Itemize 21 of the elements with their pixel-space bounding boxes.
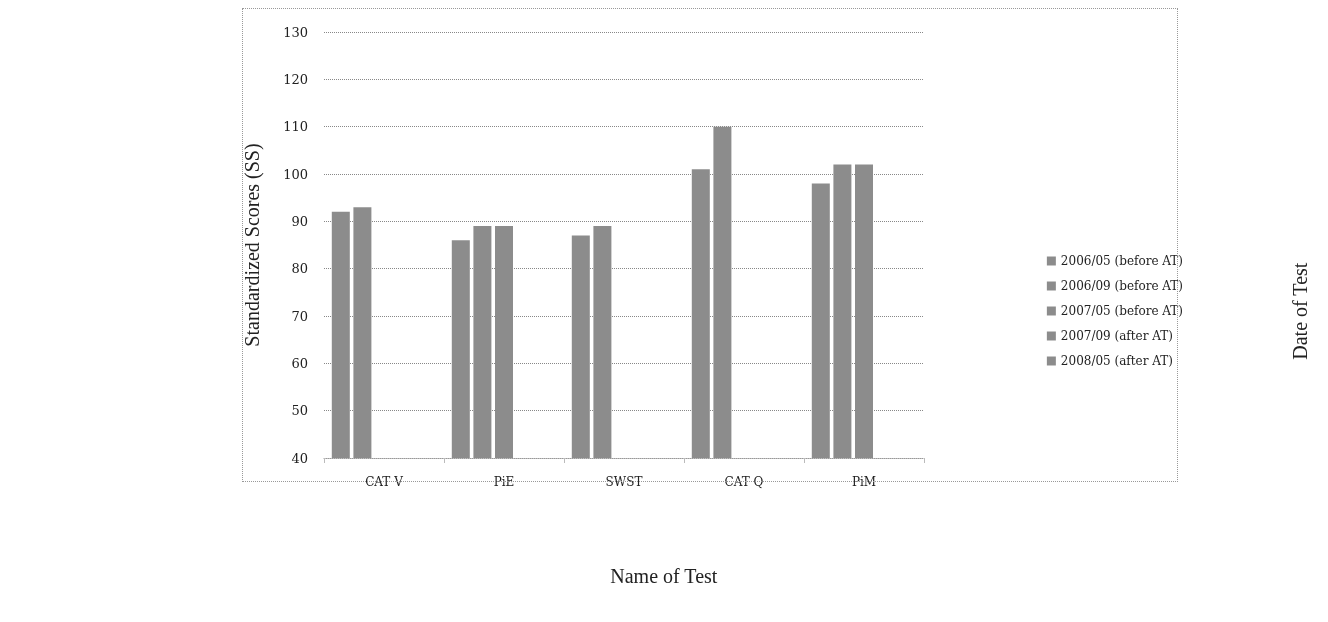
y-tick-label: 100	[283, 166, 308, 182]
x-tick-label: SWST	[605, 475, 643, 489]
y-tick-label: 60	[291, 355, 308, 371]
y-tick-label: 80	[291, 261, 308, 277]
y-tick-label: 90	[291, 213, 308, 229]
legend-label: 2008/05 (after AT)	[1060, 354, 1173, 368]
y-tick-label: 70	[291, 308, 308, 324]
y-tick-label: 120	[283, 71, 308, 87]
y-tick-label: 130	[283, 24, 308, 40]
x-tick-label: PiM	[851, 475, 877, 489]
y-tick-label: 110	[283, 119, 308, 135]
y-tick-label: 40	[291, 450, 308, 466]
legend-title: Date of Test	[1289, 262, 1311, 360]
legend-label: 2007/05 (before AT)	[1060, 304, 1184, 318]
x-axis-title: Name of Test	[610, 565, 718, 587]
legend-label: 2006/09 (before AT)	[1060, 279, 1184, 293]
legend-label: 2006/05 (before AT)	[1060, 254, 1184, 268]
x-tick-label: CAT V	[365, 475, 404, 489]
y-tick-label: 50	[291, 403, 308, 419]
y-axis-title: Standardized Scores (SS)	[241, 143, 264, 347]
legend-label: 2007/09 (after AT)	[1060, 329, 1173, 343]
